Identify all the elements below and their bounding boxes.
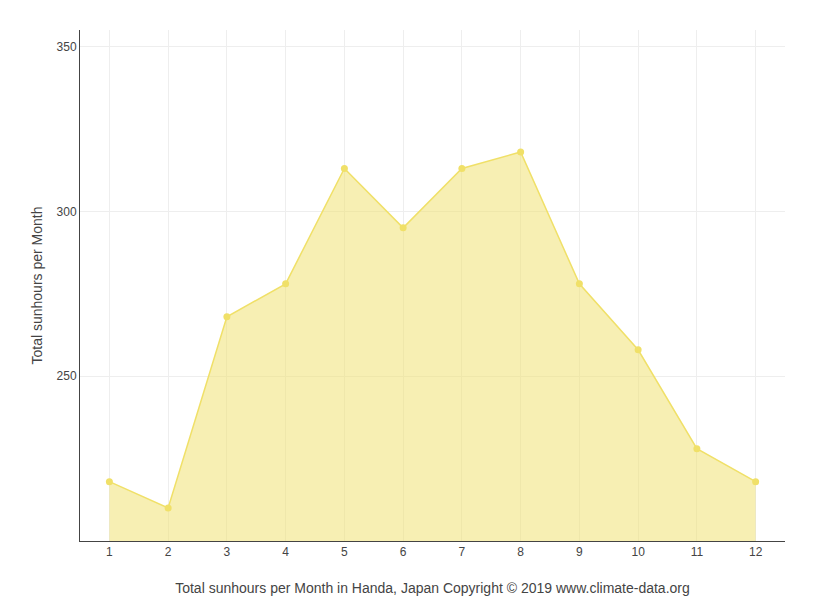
svg-text:8: 8 [517,545,524,559]
svg-text:7: 7 [459,545,466,559]
svg-text:11: 11 [691,545,704,559]
svg-text:250: 250 [57,369,77,383]
svg-text:Total sunhours per Month in Ha: Total sunhours per Month in Handa, Japan… [175,580,690,596]
svg-text:4: 4 [282,545,289,559]
svg-text:350: 350 [57,40,77,54]
svg-text:Total sunhours per Month: Total sunhours per Month [29,207,45,365]
svg-text:12: 12 [749,545,763,559]
svg-text:3: 3 [224,545,231,559]
svg-text:1: 1 [106,545,113,559]
svg-text:300: 300 [57,205,77,219]
svg-text:9: 9 [576,545,583,559]
svg-text:10: 10 [631,545,645,559]
svg-text:6: 6 [400,545,407,559]
svg-text:2: 2 [165,545,172,559]
svg-text:5: 5 [341,545,348,559]
